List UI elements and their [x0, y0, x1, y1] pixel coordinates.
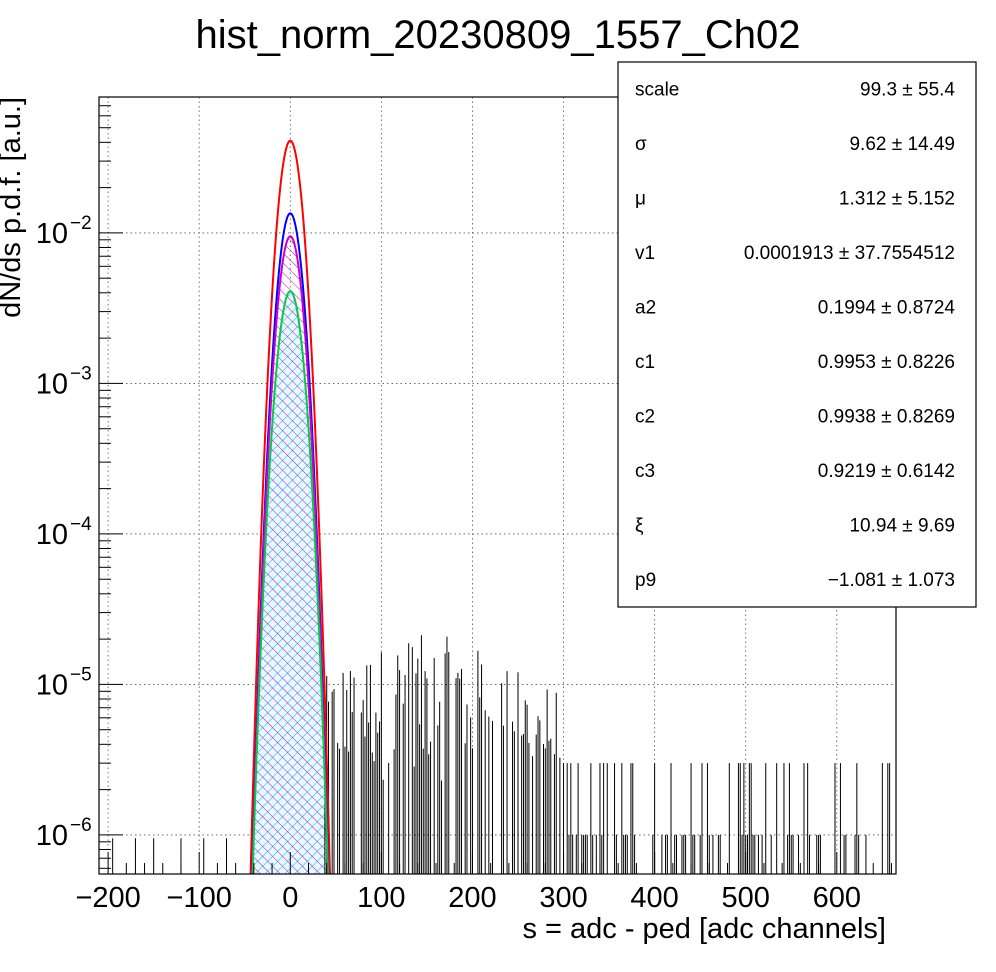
y-tick-exponent: −2: [70, 213, 92, 234]
stats-row-value: 10.94 ± 9.69: [849, 515, 955, 536]
y-axis-ticks: 10−610−510−410−310−2: [36, 96, 123, 869]
stats-box-frame: [617, 61, 977, 608]
curve-fill: [235, 236, 345, 874]
stats-row-value: 0.1994 ± 0.8724: [818, 297, 956, 318]
x-tick-label: 100: [357, 882, 405, 914]
y-tick-exponent: −3: [70, 363, 92, 384]
y-tick-label: 10: [36, 820, 68, 852]
y-tick-label: 10: [36, 669, 68, 701]
stats-row-name: μ: [635, 188, 646, 209]
x-axis-ticks: −200 −100 0 100 200 300 400 500 600: [75, 852, 892, 914]
x-tick-label: 200: [448, 882, 496, 914]
x-tick-label: 400: [630, 882, 678, 914]
chart-title: hist_norm_20230809_1557_Ch02: [196, 13, 801, 57]
stats-row-value: −1.081 ± 1.073: [828, 570, 955, 591]
stats-row-value: 99.3 ± 55.4: [860, 79, 955, 100]
stats-row-value: 0.0001913 ± 37.7554512: [744, 243, 955, 264]
stats-row-name: c3: [635, 461, 655, 482]
stats-row-value: 9.62 ± 14.49: [849, 134, 955, 155]
fit-curve: [251, 290, 329, 874]
stats-row-name: ξ: [635, 515, 644, 536]
stats-box: scale 99.3 ± 55.4 σ 9.62 ± 14.49 μ 1.312 ± 5.…: [617, 61, 977, 608]
x-tick-label: 600: [813, 882, 861, 914]
x-tick-label: −100: [167, 882, 232, 914]
x-axis-label: s = adc - ped [adc channels]: [522, 913, 886, 945]
x-tick-label: 0: [282, 882, 298, 914]
fit-curve: [249, 139, 331, 874]
stats-rows: scale 99.3 ± 55.4 σ 9.62 ± 14.49 μ 1.312 ± 5.…: [635, 79, 955, 591]
x-tick-label: −200: [75, 882, 140, 914]
stats-row-value: 1.312 ± 5.152: [839, 188, 955, 209]
y-tick-exponent: −4: [70, 514, 92, 535]
stats-row-name: v1: [635, 243, 655, 264]
y-tick-label: 10: [36, 519, 68, 551]
x-tick-label: 300: [539, 882, 587, 914]
stats-row-name: p9: [635, 570, 656, 591]
y-tick-exponent: −6: [70, 815, 92, 836]
stats-row-name: c1: [635, 352, 655, 373]
y-axis-label: dN/ds p.d.f. [a.u.]: [0, 97, 27, 318]
stats-row-name: c2: [635, 406, 655, 427]
y-tick-label: 10: [36, 218, 68, 250]
stats-row-value: 0.9219 ± 0.6142: [818, 461, 955, 482]
stats-row-name: a2: [635, 297, 656, 318]
y-tick-exponent: −5: [70, 664, 92, 685]
stats-row-value: 0.9938 ± 0.8269: [818, 406, 955, 427]
stats-row-name: σ: [635, 134, 647, 155]
stats-row-value: 0.9953 ± 0.8226: [818, 352, 955, 373]
stats-row-name: scale: [635, 79, 679, 100]
x-tick-label: 500: [722, 882, 770, 914]
y-tick-label: 10: [36, 368, 68, 400]
